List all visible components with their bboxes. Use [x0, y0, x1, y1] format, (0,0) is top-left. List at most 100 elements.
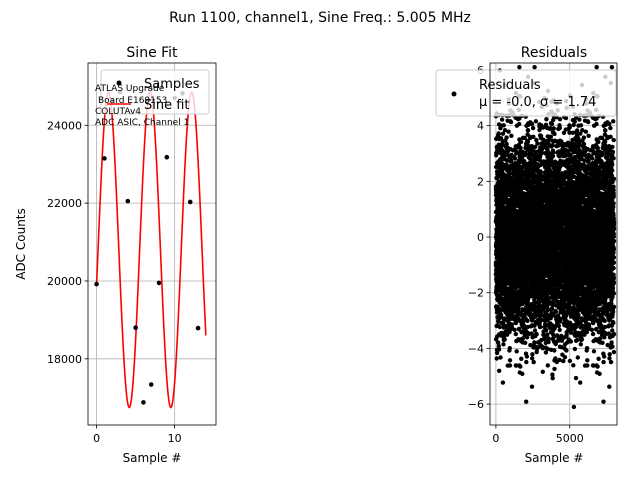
residual-point: [526, 128, 530, 132]
residual-point: [565, 332, 569, 336]
sample-point: [165, 155, 170, 160]
sample-point: [94, 282, 99, 287]
residual-point: [554, 310, 558, 314]
residuals-xtick-label: 0: [492, 432, 499, 445]
residual-point: [500, 117, 504, 121]
residual-point: [502, 123, 506, 127]
residual-point: [504, 135, 508, 139]
residual-point: [551, 376, 555, 380]
residual-point: [535, 332, 539, 336]
residual-point: [545, 332, 549, 336]
residual-point: [508, 363, 512, 367]
residual-point: [501, 380, 505, 384]
residual-point: [544, 328, 548, 332]
residual-point: [558, 126, 562, 130]
residual-point: [552, 367, 556, 371]
residual-point: [534, 119, 538, 123]
residual-point: [509, 158, 513, 162]
residual-point: [523, 341, 527, 345]
sine-fit-ytick-label: 18000: [47, 353, 82, 366]
residual-point: [552, 348, 556, 352]
residual-point: [498, 355, 502, 359]
residual-point: [551, 150, 555, 154]
residual-point: [513, 156, 517, 160]
sine-fit-title: Sine Fit: [126, 45, 178, 61]
residual-point: [517, 122, 521, 126]
residual-point: [564, 348, 568, 352]
residual-point: [538, 169, 542, 173]
residual-point: [530, 356, 534, 360]
residual-point: [524, 360, 528, 364]
residual-point: [525, 354, 529, 358]
residuals-xtick-label: 5000: [556, 432, 584, 445]
annotation-line-1: ATLAS Upgrade: [95, 84, 165, 94]
residual-point: [552, 126, 556, 130]
residual-point: [506, 130, 510, 134]
residuals-ytick-label: 0: [477, 231, 484, 244]
sample-point: [157, 281, 162, 286]
residual-point: [550, 143, 554, 147]
residual-point: [497, 131, 501, 135]
residual-point: [509, 134, 513, 138]
sample-point: [126, 199, 131, 204]
residual-point: [558, 328, 562, 332]
residual-point: [535, 142, 539, 146]
residual-point: [505, 142, 509, 146]
residual-point: [519, 357, 523, 361]
residual-point: [531, 126, 535, 130]
residual-point: [550, 122, 554, 126]
sine-fit-ytick-label: 24000: [47, 119, 82, 132]
residual-point: [497, 347, 501, 351]
residual-point: [532, 65, 536, 69]
residual-point: [497, 369, 501, 373]
sample-point: [141, 400, 146, 405]
sine-fit-xtick-label: 0: [93, 432, 100, 445]
residual-point: [530, 385, 534, 389]
residual-point: [512, 328, 516, 332]
residual-point: [508, 346, 512, 350]
residual-point: [518, 364, 522, 368]
residual-point: [519, 140, 523, 144]
residual-point: [530, 352, 534, 356]
residual-point: [564, 116, 568, 120]
residual-point: [541, 370, 545, 374]
residuals-ytick-label: 4: [477, 120, 484, 133]
residual-point: [558, 117, 562, 121]
figure-suptitle: Run 1100, channel1, Sine Freq.: 5.005 MH…: [169, 10, 471, 26]
residual-point: [501, 342, 505, 346]
residual-point: [514, 332, 518, 336]
residual-point: [503, 337, 507, 341]
residual-point: [552, 132, 556, 136]
residual-point: [508, 358, 512, 362]
residual-point: [517, 65, 521, 69]
residual-point: [539, 134, 543, 138]
residuals-ytick-label: −4: [468, 342, 484, 355]
residual-point: [547, 336, 551, 340]
residual-point: [520, 372, 524, 376]
residual-point: [515, 349, 519, 353]
residual-point: [557, 324, 561, 328]
residuals-title: Residuals: [521, 45, 587, 61]
sample-point: [188, 200, 193, 205]
residual-point: [530, 122, 534, 126]
residual-point: [531, 135, 535, 139]
residual-point: [549, 135, 553, 139]
sine-fit-ytick-label: 22000: [47, 197, 82, 210]
residual-point: [546, 308, 550, 312]
residual-point: [524, 400, 528, 404]
sine-fit-xtick-label: 10: [168, 432, 182, 445]
residual-point: [563, 355, 567, 359]
sample-point: [196, 326, 201, 331]
residual-point: [495, 356, 499, 360]
residual-point: [544, 117, 548, 121]
residual-point: [532, 340, 536, 344]
sample-point: [102, 156, 107, 161]
residual-point: [525, 319, 529, 323]
residual-point: [509, 120, 513, 124]
residuals-ytick-label: 2: [477, 175, 484, 188]
residuals-ytick-label: −2: [468, 287, 484, 300]
residual-point: [498, 325, 502, 329]
residual-point: [561, 359, 565, 363]
residuals-ytick-label: −6: [468, 398, 484, 411]
